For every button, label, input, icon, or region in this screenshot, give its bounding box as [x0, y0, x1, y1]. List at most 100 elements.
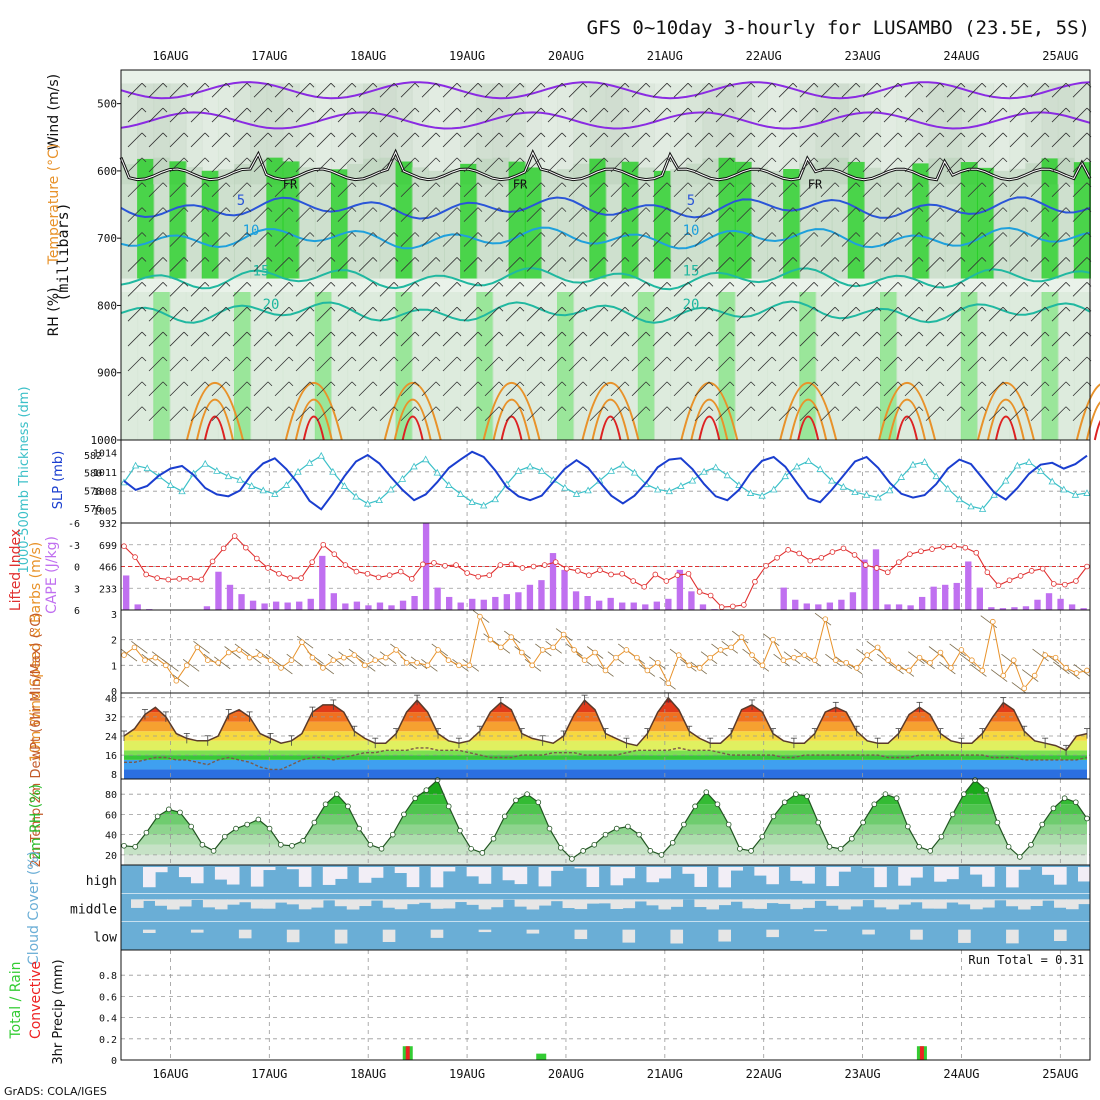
cloud-high-gap — [586, 867, 600, 888]
cape-bar — [872, 549, 880, 610]
wind-barb-flag — [267, 182, 273, 188]
wind-barb-flag — [414, 331, 420, 337]
wind-barb — [547, 207, 563, 222]
wind-barb-flag — [246, 232, 252, 237]
cloud-ylabel: Cloud Cover (%) — [26, 851, 42, 965]
wind-barb — [652, 207, 668, 222]
wind-speed-series-point — [1021, 685, 1027, 692]
bottom-date-label: 21AUG — [647, 1067, 683, 1081]
wind-barb-flag — [435, 232, 441, 237]
wind-barb — [1051, 257, 1067, 272]
wind-barb-flag — [792, 257, 798, 262]
wind-barb-flag — [246, 132, 252, 138]
rh2m-series-point — [378, 846, 385, 852]
wind-barb — [694, 381, 710, 397]
rh2m-series-point — [725, 821, 732, 828]
cloud-high-gap — [574, 867, 588, 869]
wind-barb — [946, 82, 962, 98]
wind-barb — [925, 356, 941, 372]
rh2m-series-point — [983, 787, 990, 793]
wind-barb — [127, 157, 143, 173]
wind-speed-series-point — [864, 652, 870, 658]
wind-barb — [421, 82, 437, 98]
wind-barb — [694, 331, 710, 347]
rh-shade-cell — [444, 169, 462, 279]
wind-barb-flag — [939, 157, 945, 163]
wind-barb — [652, 132, 668, 148]
wind-barb-flag — [267, 232, 273, 237]
cloud-middle-gap — [934, 899, 947, 909]
wind-barb-flag — [456, 331, 462, 337]
wind-barb — [295, 207, 311, 222]
surface-temperature-contour — [680, 381, 739, 441]
wind-barb-flag — [687, 82, 693, 88]
wind-barb-flag — [477, 381, 483, 387]
rh-shade-cell — [298, 167, 316, 279]
chart-title: GFS 0~10day 3-hourly for LUSAMBO (23.5E,… — [587, 17, 1090, 39]
thickness-series-point — [770, 485, 778, 493]
wind-barb — [295, 306, 311, 322]
wind-barb — [232, 107, 248, 123]
wind-barb — [715, 356, 731, 372]
rh-shade-cell — [880, 83, 898, 185]
wind-barb — [463, 282, 479, 297]
wind-barb — [484, 381, 500, 397]
wind-barb-flag — [771, 132, 777, 138]
wind-barb-flag — [582, 306, 588, 312]
rh-shade-cell — [944, 157, 962, 279]
wind-barb — [190, 406, 206, 422]
wind-barb-flag — [246, 82, 252, 88]
thickness-series-point — [433, 468, 441, 476]
wind-barb-flag — [897, 232, 903, 237]
wind-barb-flag — [225, 82, 231, 88]
wind-barb — [841, 132, 857, 148]
wind-barb-flag — [687, 157, 693, 163]
cape-bar — [838, 599, 845, 610]
wind-barb — [757, 257, 773, 272]
wind-barb — [862, 107, 878, 123]
lifted-index-series-point — [320, 541, 327, 548]
rh-shade-cell — [169, 161, 187, 279]
wind-barb — [820, 282, 836, 297]
rh-shade-cell — [379, 292, 397, 440]
wind-barb-flag — [939, 257, 945, 262]
surface-temperature-contour — [599, 415, 622, 441]
cloud-high-gap — [358, 867, 372, 883]
wind-barb — [190, 232, 206, 247]
wind-barb-flag — [1065, 207, 1071, 212]
wind-barb-flag — [1023, 232, 1029, 237]
wind-barb — [589, 182, 605, 198]
cloud-high-gap — [538, 867, 552, 887]
wind-barb — [799, 157, 815, 173]
wind-barb-flag — [729, 406, 735, 412]
lifted-index-series-point — [918, 548, 924, 555]
wind-barb — [631, 207, 647, 222]
lifted-index-series-point — [1006, 577, 1013, 584]
wind-barb — [295, 182, 311, 198]
wind-barb — [1009, 257, 1025, 272]
wind-barb — [1030, 282, 1046, 297]
wind-barb-flag — [792, 381, 798, 387]
wind-barb-flag — [603, 157, 609, 163]
wind-barb-flag — [918, 207, 924, 212]
wind-barb — [631, 306, 647, 322]
wind-barb-flag — [687, 356, 693, 362]
wind-barb-flag — [834, 257, 840, 262]
cloud-high-gap — [970, 867, 983, 875]
wind-barb-flag — [519, 82, 525, 88]
lifted-index-series-point — [707, 592, 714, 599]
wind-barb — [778, 232, 794, 247]
wind-barb-flag — [246, 257, 252, 262]
wind-barb-flag — [204, 331, 210, 337]
wind-barb — [295, 356, 311, 372]
rh2m-series-point — [647, 848, 654, 854]
wind-barb — [316, 282, 332, 297]
wind-speed-series-point — [361, 662, 368, 669]
wind-barb — [1051, 207, 1067, 222]
wind-barb — [820, 132, 836, 148]
wind-barb — [1051, 381, 1067, 397]
wind-barb-flag — [960, 232, 966, 237]
lifted-index-series-point — [287, 575, 293, 581]
wind-barb-flag — [372, 182, 378, 188]
wind-barb — [547, 282, 563, 297]
